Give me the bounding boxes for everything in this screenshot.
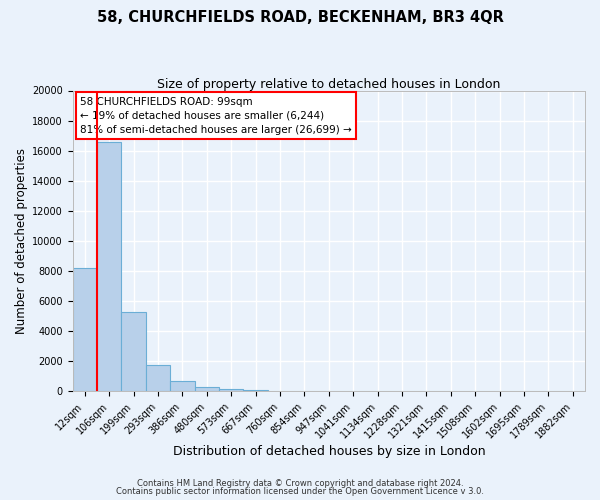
Bar [219, 388, 244, 392]
Bar [194, 387, 219, 392]
Title: Size of property relative to detached houses in London: Size of property relative to detached ho… [157, 78, 500, 90]
Bar [97, 142, 121, 392]
Bar [170, 381, 194, 392]
Bar [244, 390, 268, 392]
X-axis label: Distribution of detached houses by size in London: Distribution of detached houses by size … [173, 444, 485, 458]
Text: Contains public sector information licensed under the Open Government Licence v : Contains public sector information licen… [116, 488, 484, 496]
Text: 58 CHURCHFIELDS ROAD: 99sqm
← 19% of detached houses are smaller (6,244)
81% of : 58 CHURCHFIELDS ROAD: 99sqm ← 19% of det… [80, 96, 352, 134]
Text: 58, CHURCHFIELDS ROAD, BECKENHAM, BR3 4QR: 58, CHURCHFIELDS ROAD, BECKENHAM, BR3 4Q… [97, 10, 503, 25]
Text: Contains HM Land Registry data © Crown copyright and database right 2024.: Contains HM Land Registry data © Crown c… [137, 478, 463, 488]
Bar [121, 312, 146, 392]
Y-axis label: Number of detached properties: Number of detached properties [15, 148, 28, 334]
Bar [73, 268, 97, 392]
Bar [146, 365, 170, 392]
